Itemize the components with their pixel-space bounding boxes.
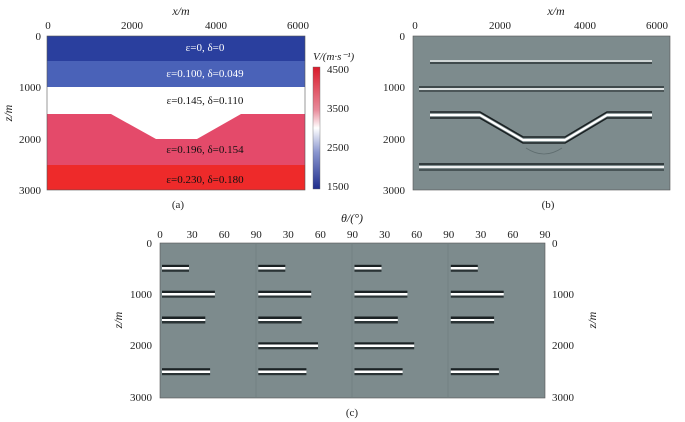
gather-4-event-2500 <box>450 368 499 376</box>
panel-c-left-ytick-3: 3000 <box>130 392 153 404</box>
gather-1-event-1000 <box>162 290 215 298</box>
panel-a-xtick-2: 4000 <box>205 20 228 32</box>
panel-a-ytick-1: 1000 <box>19 82 42 94</box>
gather-2-event-500 <box>258 264 286 272</box>
gather-2-event-1500 <box>258 316 302 324</box>
gather-2-event-1000 <box>258 290 312 298</box>
gather-3-event-1500 <box>354 316 398 324</box>
panel-b-ytick-1: 1000 <box>383 82 406 94</box>
panel-c-angle-ticks: 0 30 60 90 30 60 90 30 60 90 30 60 90 <box>157 229 551 241</box>
colorbar-tick-1500: 1500 <box>327 181 350 193</box>
colorbar-tick-4500: 4500 <box>327 64 350 76</box>
panel-c-left-zero: 0 <box>157 229 163 241</box>
panel-b-caption: (b) <box>542 199 555 211</box>
gather-3-event-2500 <box>354 368 403 376</box>
layer-3-text: ε=0.145, δ=0.110 <box>167 95 244 107</box>
panel-c-right-ytick-1: 1000 <box>552 289 575 301</box>
panel-b-ytick-2: 2000 <box>383 134 406 146</box>
panel-a-xtick-1: 2000 <box>121 20 144 32</box>
layer-2-text: ε=0.100, δ=0.049 <box>166 68 244 80</box>
reflector-dipping-bright <box>430 113 652 142</box>
panel-a-ytick-3: 3000 <box>19 185 42 197</box>
panel-b-xlabel: x/m <box>546 4 565 18</box>
gather-2-event-2500 <box>258 368 307 376</box>
reflector-dipping-dark-top <box>430 111 652 138</box>
panel-c-angle-tick-0-30: 30 <box>187 229 199 241</box>
panel-c-left-ytick-1: 1000 <box>130 289 153 301</box>
panel-a-xtick-3: 6000 <box>287 20 310 32</box>
layer-5-text: ε=0.230, δ=0.180 <box>166 174 244 186</box>
panel-b-xtick-3: 6000 <box>646 20 669 32</box>
gather-events <box>162 264 504 376</box>
panel-a-model: ε=0, δ=0 ε=0.100, δ=0.049 ε=0.145, δ=0.1… <box>1 4 355 211</box>
panel-c-right-ytick-3: 3000 <box>552 392 575 404</box>
layer-3 <box>47 87 305 114</box>
colorbar-tick-2500: 2500 <box>327 142 350 154</box>
panel-a-xtick-0: 0 <box>45 20 51 32</box>
layer-5 <box>47 165 305 190</box>
panel-c-left-ytick-0: 0 <box>147 238 153 250</box>
panel-c-right-ytick-2: 2000 <box>552 340 575 352</box>
layer-1 <box>47 36 305 61</box>
layer-4 <box>47 114 305 165</box>
panel-b-ytick-3: 3000 <box>383 185 406 197</box>
panel-c-gathers: θ/(°) 0 30 60 90 30 60 90 30 60 90 30 60 90 0 1000 … <box>111 211 599 419</box>
gather-1-event-2500 <box>162 368 211 376</box>
colorbar-tick-3500: 3500 <box>327 103 350 115</box>
panel-b-image: x/m 0 2000 4000 6000 0 1000 2000 3000 (b… <box>383 4 671 211</box>
gather-3-event-1000 <box>354 290 408 298</box>
gather-1-event-1500 <box>162 316 206 324</box>
panel-a-caption: (a) <box>172 199 185 211</box>
diffraction-arc <box>525 147 563 155</box>
panel-c-angle-tick-0-90: 90 <box>251 229 263 241</box>
panel-a-frame <box>46 35 306 191</box>
gather-2-event-2000 <box>258 342 318 350</box>
panel-b-xtick-0: 0 <box>412 20 418 32</box>
panel-b-xtick-1: 2000 <box>489 20 512 32</box>
panel-c-angle-tick-1-30: 30 <box>283 229 295 241</box>
panel-c-caption: (c) <box>346 407 359 419</box>
gather-3-event-2000 <box>354 342 415 350</box>
panel-c-angle-tick-3-90: 90 <box>540 229 552 241</box>
panel-c-angle-tick-2-90: 90 <box>443 229 455 241</box>
panel-a-ytick-2: 2000 <box>19 134 42 146</box>
panel-c-angle-tick-1-90: 90 <box>347 229 359 241</box>
gather-4-event-500 <box>450 264 478 272</box>
panel-c-right-ylabel: z/m <box>585 311 599 329</box>
panel-c-angle-tick-3-60: 60 <box>507 229 519 241</box>
panel-a-ylabel: z/m <box>1 104 15 122</box>
panel-b-ytick-0: 0 <box>400 31 406 43</box>
panel-a-ytick-0: 0 <box>36 31 42 43</box>
reflector-dipping-dark-bottom <box>430 117 652 144</box>
panel-c-angle-tick-2-60: 60 <box>411 229 423 241</box>
panel-c-left-ytick-2: 2000 <box>130 340 153 352</box>
panel-c-angle-tick-2-30: 30 <box>379 229 391 241</box>
gather-4-event-1000 <box>450 290 504 298</box>
panel-a-xlabel: x/m <box>171 4 190 18</box>
panel-c-angle-tick-3-30: 30 <box>475 229 487 241</box>
layer-2 <box>47 61 305 87</box>
colorbar-label: V/(m·s⁻¹) <box>313 51 355 63</box>
panel-c-right-ytick-0: 0 <box>552 238 558 250</box>
panel-b-xtick-2: 4000 <box>574 20 597 32</box>
colorbar <box>312 66 321 190</box>
panel-c-angle-tick-1-60: 60 <box>315 229 327 241</box>
gather-3-event-500 <box>354 264 382 272</box>
layer-4-text: ε=0.196, δ=0.154 <box>166 144 244 156</box>
panel-c-left-ylabel: z/m <box>111 311 125 329</box>
panel-c-angle-tick-0-60: 60 <box>219 229 231 241</box>
gather-1-event-500 <box>162 264 189 272</box>
gather-4-event-1500 <box>450 316 495 324</box>
layer-1-text: ε=0, δ=0 <box>186 42 225 54</box>
panel-c-xlabel: θ/(°) <box>341 211 363 225</box>
